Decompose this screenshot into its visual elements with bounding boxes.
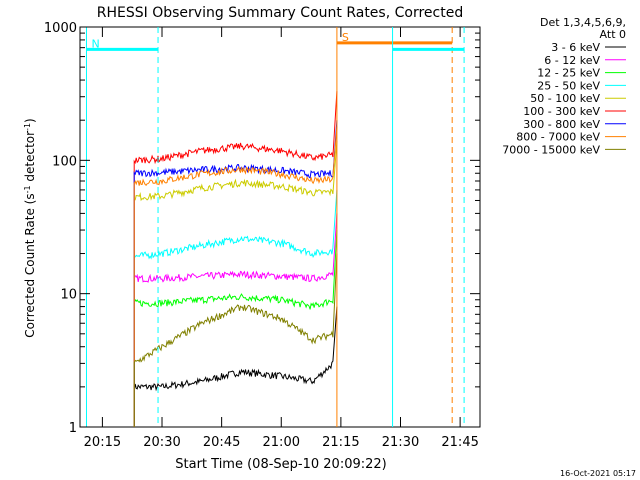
x-axis-label: Start Time (08-Sep-10 20:09:22) [175, 457, 386, 472]
x-axis: 20:15 20:30 20:45 21:00 21:15 21:30 21:45 [84, 27, 479, 450]
y-axis-label-sup1: -1 [23, 185, 32, 193]
series-layer [133, 91, 338, 427]
x-tick-label: 20:45 [203, 435, 240, 450]
legend-item-label: 6 - 12 keV [544, 54, 600, 67]
y-tick-label: 1 [69, 421, 77, 436]
legend-item-label: 12 - 25 keV [537, 67, 600, 80]
x-tick-label: 21:15 [322, 435, 359, 450]
annotation-label: S [342, 31, 349, 44]
annotation-label: N [91, 37, 99, 50]
series-line [133, 91, 338, 427]
chart-title: RHESSI Observing Summary Count Rates, Co… [97, 5, 463, 21]
y-tick-label: 10 [60, 288, 77, 303]
x-tick-label: 21:00 [263, 435, 300, 450]
legend-header-line-1: Det 1,3,4,5,6,9, [540, 16, 626, 29]
legend-item-label: 3 - 6 keV [551, 41, 600, 54]
series-line [133, 306, 338, 427]
legend-header-line-2: Att 0 [600, 28, 626, 41]
y-axis-label: Corrected Count Rate (s-1 detector-1) [23, 118, 38, 337]
series-line [133, 189, 338, 427]
legend-item-label: 50 - 100 keV [530, 92, 600, 105]
y-axis-label-main: Corrected Count Rate (s [23, 193, 37, 337]
x-tick-label: 20:30 [143, 435, 180, 450]
x-tick-label: 21:30 [382, 435, 419, 450]
series-line [133, 230, 338, 427]
legend-item-label: 25 - 50 keV [537, 79, 600, 92]
y-tick-label: 1000 [44, 21, 77, 36]
plot-frame [79, 26, 481, 428]
y-axis-label-mid: detector [23, 131, 37, 186]
series-line [133, 126, 338, 427]
legend-item-label: 300 - 800 keV [523, 118, 600, 131]
series-line [133, 253, 338, 427]
legend-item-label: 7000 - 15000 keV [502, 143, 600, 156]
x-tick-label: 20:15 [84, 435, 121, 450]
footer-date: 16-Oct-2021 05:17 [560, 469, 636, 478]
y-axis-label-sup2: -1 [23, 123, 32, 131]
x-tick-label: 21:45 [441, 435, 478, 450]
series-line [133, 213, 338, 427]
y-axis: 1 10 100 1000 [44, 21, 480, 436]
series-line [133, 140, 338, 427]
y-axis-label-end: ) [23, 118, 37, 123]
legend-item-label: 100 - 300 keV [523, 105, 600, 118]
y-tick-label: 100 [52, 154, 77, 169]
legend-item-label: 800 - 7000 keV [516, 131, 600, 144]
